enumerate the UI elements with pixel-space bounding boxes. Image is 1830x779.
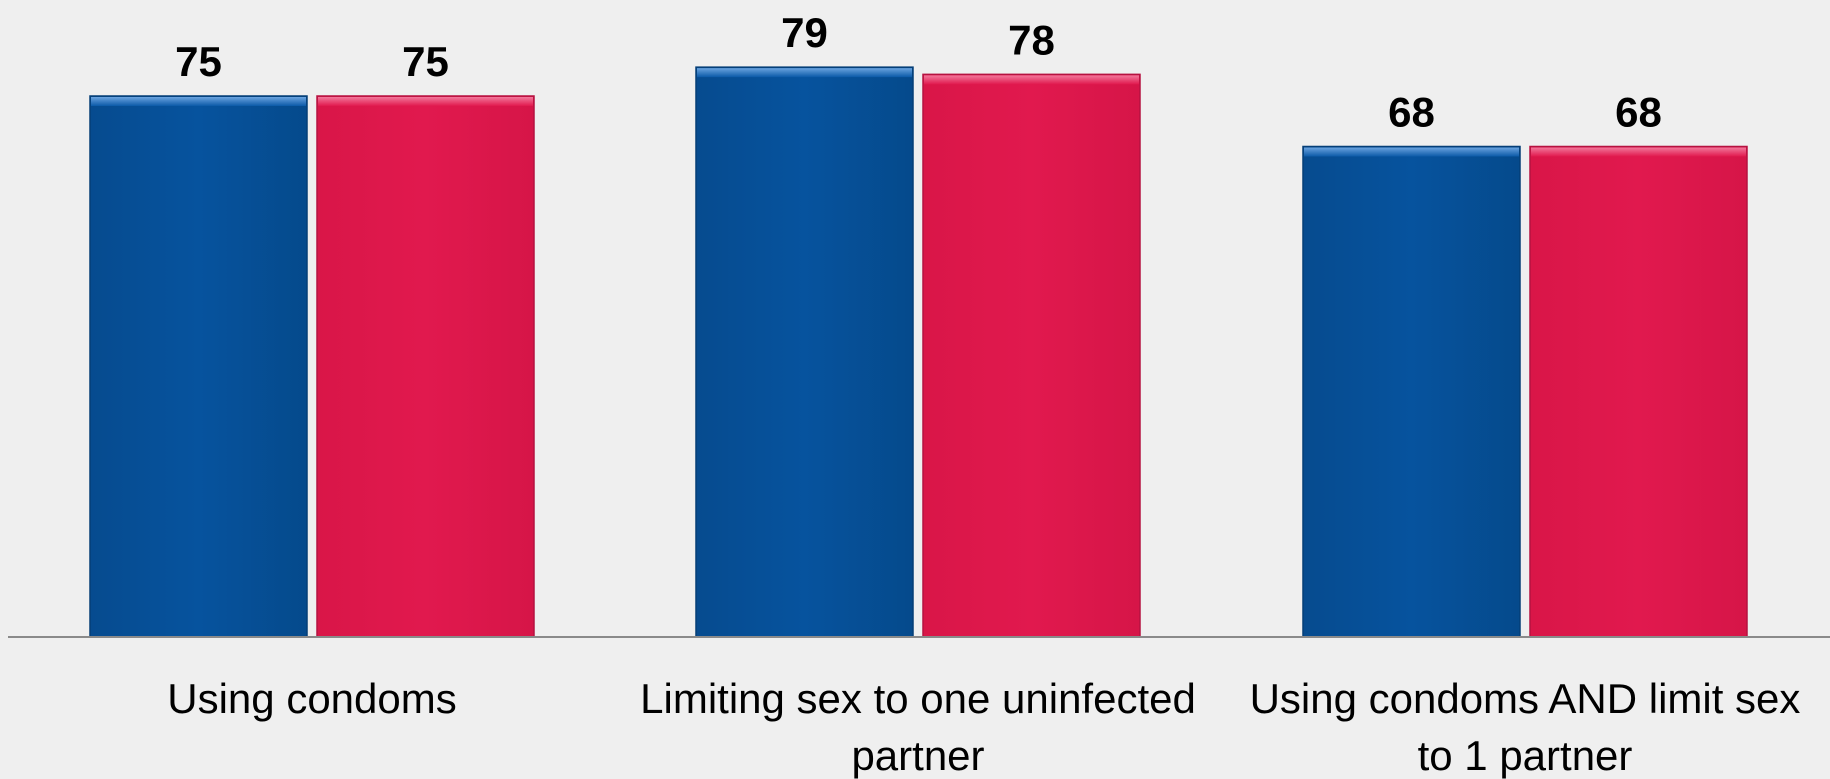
bar-blue-2: [695, 66, 914, 638]
bars-layer: [89, 66, 1748, 638]
bar-blue-1-highlight: [91, 97, 306, 106]
category-labels-layer: Using condoms Limiting sex to one uninfec…: [167, 675, 1800, 779]
bar-red-3: [1529, 145, 1748, 638]
bar-blue-1: [89, 95, 308, 638]
value-label-red-3: 68: [1615, 88, 1662, 135]
bar-red-2: [922, 73, 1141, 638]
value-label-blue-1: 75: [175, 38, 222, 85]
category-label-3-line-1: Using condoms AND limit sex: [1250, 675, 1801, 722]
value-label-red-2: 78: [1008, 16, 1055, 63]
bar-blue-2-highlight: [697, 68, 912, 78]
value-label-blue-2: 79: [781, 9, 828, 56]
bar-red-1: [316, 95, 535, 638]
bar-blue-3-highlight: [1304, 147, 1519, 157]
category-label-3-line-2: to 1 partner: [1418, 732, 1633, 779]
bar-red-2-highlight: [924, 75, 1139, 85]
category-label-2-line-2: partner: [851, 732, 984, 779]
value-label-blue-3: 68: [1388, 88, 1435, 135]
value-labels-layer: 75 75 79 78 68 68: [175, 9, 1662, 135]
bar-red-3-highlight: [1531, 147, 1746, 157]
bar-red-1-highlight: [318, 97, 533, 106]
bar-blue-3: [1302, 145, 1521, 638]
category-label-1-line-1: Using condoms: [167, 675, 456, 722]
value-label-red-1: 75: [402, 38, 449, 85]
category-label-2-line-1: Limiting sex to one uninfected: [640, 675, 1196, 722]
